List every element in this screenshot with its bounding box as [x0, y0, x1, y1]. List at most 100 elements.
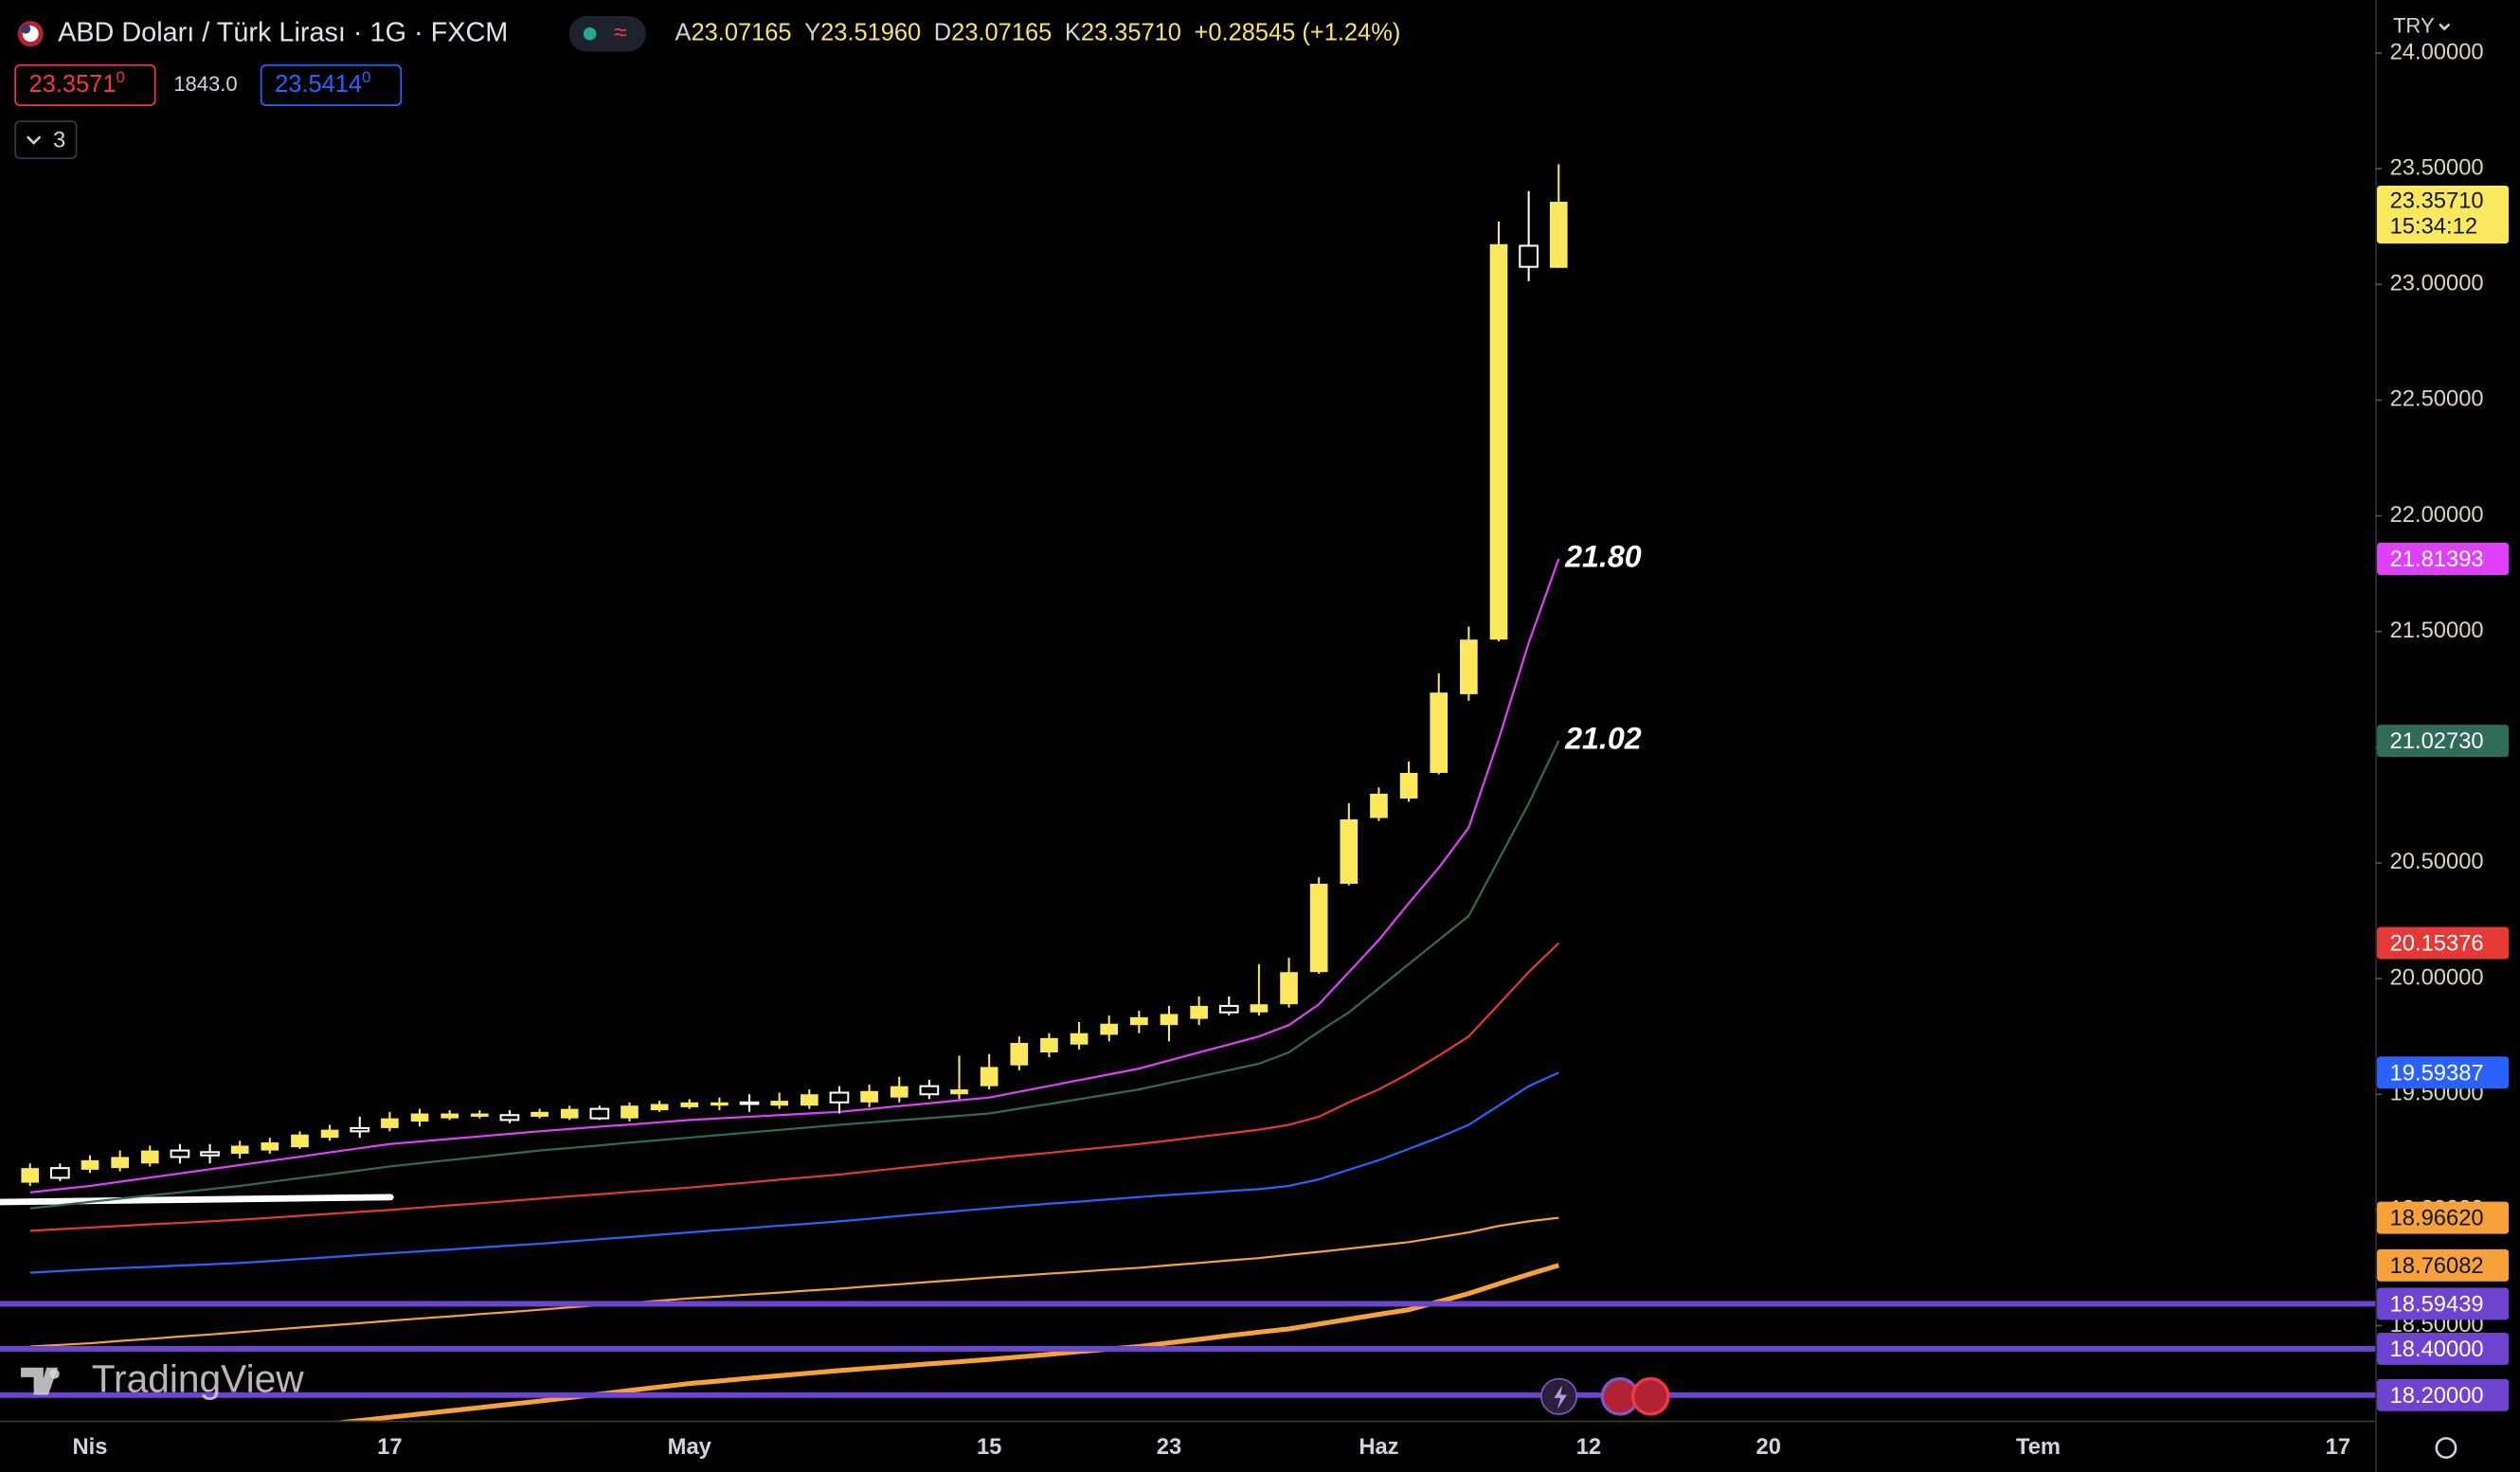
candle-body — [1489, 243, 1508, 640]
x-tick-label: Haz — [1359, 1434, 1398, 1460]
line-price-badge: 21.02730 — [2390, 728, 2484, 754]
candle-body — [919, 1085, 940, 1096]
line-price-badge: 18.96620 — [2390, 1206, 2484, 1231]
buy-main: 23.5414 — [275, 71, 362, 98]
buy-button[interactable] — [260, 63, 403, 106]
candle-body — [621, 1105, 639, 1119]
buy-price: 23.54140 — [275, 69, 370, 98]
candle-body — [1040, 1037, 1058, 1053]
ohlc-value: 23.51960 — [820, 19, 921, 45]
candle-body — [890, 1086, 909, 1098]
candle-body — [1399, 772, 1418, 799]
ohlc-key: K — [1065, 19, 1081, 45]
x-tick-label: 12 — [1576, 1434, 1601, 1460]
candle-body — [800, 1094, 819, 1106]
candle-body — [1430, 692, 1449, 773]
x-tick-label: 23 — [1157, 1434, 1181, 1460]
event-flag[interactable] — [1630, 1376, 1670, 1416]
candle-body — [1549, 202, 1568, 268]
candle-body — [381, 1118, 399, 1128]
candle-body — [230, 1145, 249, 1155]
last-price-badge: 23.35710 — [2390, 188, 2484, 213]
candle-body — [81, 1159, 99, 1170]
ohlc-value: 23.07165 — [691, 19, 791, 45]
x-tick-label: Nis — [73, 1434, 108, 1460]
status-pill[interactable] — [568, 16, 646, 52]
line-price-badge-bg — [2377, 1248, 2510, 1282]
ohlc-value: 23.07165 — [951, 19, 1052, 45]
candle-body — [1370, 793, 1388, 818]
drawn-trend-line[interactable] — [0, 1194, 394, 1206]
candle-body — [200, 1151, 220, 1157]
spread: 1843.0 — [173, 72, 237, 96]
candle-body — [1100, 1023, 1119, 1035]
y-tick-label: 22.00000 — [2390, 502, 2484, 528]
line-price-badge: 18.76082 — [2390, 1253, 2484, 1279]
lightning-icon — [1554, 1385, 1568, 1409]
y-tick-label: 23.50000 — [2390, 154, 2484, 180]
candle-body — [170, 1149, 190, 1158]
moving-average-line — [29, 1071, 1559, 1274]
candle-body — [980, 1067, 999, 1086]
candle-body — [1340, 819, 1359, 884]
buy-sup: 0 — [362, 69, 370, 87]
moving-average-line — [29, 942, 1560, 1232]
candle-body — [499, 1114, 520, 1122]
line-price-badge-bg — [2377, 1201, 2510, 1234]
y-tick-label: 22.50000 — [2390, 386, 2484, 412]
moving-average-line — [29, 1216, 1559, 1348]
moving-average-line — [29, 558, 1560, 1194]
sell-sup: 0 — [116, 69, 124, 87]
ohlc-key: A — [675, 19, 692, 45]
line-price-badge-bg — [2377, 926, 2510, 960]
candle-body — [1130, 1016, 1148, 1026]
toggle-chevron — [26, 135, 42, 145]
candle-body — [650, 1104, 669, 1111]
sell-main: 23.3571 — [29, 71, 117, 98]
line-price-badge: 21.81393 — [2390, 547, 2484, 572]
candle-body — [261, 1142, 279, 1151]
sell-button[interactable] — [14, 63, 156, 106]
ohlc-key: Y — [804, 19, 820, 45]
candle-body — [1309, 883, 1328, 973]
candle-body — [111, 1157, 129, 1169]
candle-body — [1190, 1005, 1208, 1019]
candle-body — [21, 1168, 40, 1183]
candle-body — [470, 1113, 489, 1117]
indicators-toggle[interactable] — [14, 120, 78, 159]
plot-area — [0, 164, 2376, 1421]
y-tick-label: 24.00000 — [2390, 39, 2484, 64]
candle-body — [589, 1107, 610, 1120]
candle-body — [770, 1101, 789, 1106]
line-price-badge-bg — [2377, 725, 2510, 758]
candle-body — [1519, 244, 1539, 268]
x-tick-label: 15 — [977, 1434, 1001, 1460]
candle-body — [1280, 972, 1298, 1005]
candle-body — [829, 1091, 850, 1104]
candle-body — [291, 1134, 309, 1148]
settings-button[interactable] — [2435, 1437, 2457, 1459]
symbol-title[interactable]: ABD Doları / Türk Lirası · 1G · FXCM — [58, 17, 508, 47]
watermark-logo — [21, 1367, 59, 1395]
x-tick-label: May — [668, 1434, 712, 1460]
bar-countdown: 15:34:12 — [2390, 213, 2477, 239]
line-annotation: 21.02 — [1564, 722, 1642, 756]
level-price-badge-bg — [2377, 1378, 2510, 1411]
sell-price: 23.35710 — [29, 69, 125, 98]
ohlc-change: +0.28545 (+1.24%) — [1195, 19, 1401, 45]
line-price-badge-bg — [2377, 1056, 2510, 1089]
level-price-badge: 18.40000 — [2390, 1337, 2484, 1362]
currency-selector[interactable]: TRY — [2393, 14, 2435, 38]
candle-body — [560, 1108, 579, 1119]
watermark-logo-dot — [49, 1369, 60, 1379]
level-price-badge: 18.20000 — [2390, 1383, 2484, 1409]
market-open-dot — [583, 27, 597, 41]
line-price-badge: 20.15376 — [2390, 931, 2484, 957]
last-price-badge-bg — [2377, 186, 2510, 244]
candle-body — [1160, 1014, 1179, 1026]
x-tick-label: 17 — [377, 1434, 402, 1460]
indicators-count: 3 — [53, 128, 65, 153]
ohlc-readout: A23.07165 Y23.51960 D23.07165 K23.35710 +0.2… — [675, 19, 1401, 45]
